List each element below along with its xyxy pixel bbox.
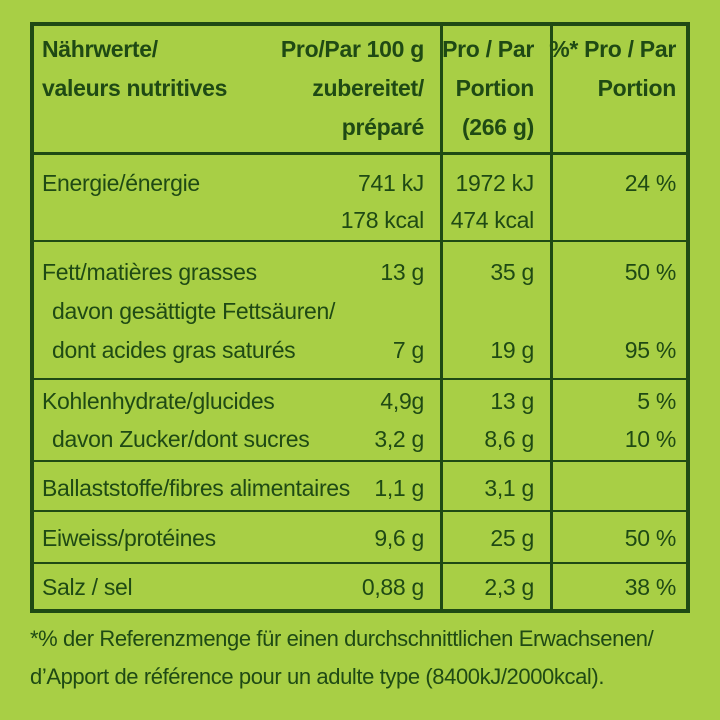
energy-portion-kcal: 474 kcal (450, 207, 535, 233)
energy-pct: 24 % (624, 170, 677, 196)
header-pct-portion: %* Pro / Par (549, 36, 676, 62)
fibre-label: Ballaststoffe/fibres alimentaires (42, 475, 350, 501)
sugar-label: davon Zucker/dont sucres (52, 426, 310, 452)
footnote-line-fr: d’Apport de référence pour un adulte typ… (30, 664, 605, 689)
footnote-line-de: *% der Referenzmenge für einen durchschn… (30, 626, 654, 651)
row-divider (34, 460, 686, 462)
header-nutrients-fr: valeurs nutritives (42, 75, 228, 101)
reference-footnote: *% der Referenzmenge für einen durchschn… (30, 620, 700, 696)
salt-per100: 0,88 g (361, 574, 424, 600)
energy-per100-kcal: 178 kcal (340, 207, 425, 233)
energy-label: Energie/énergie (42, 170, 200, 196)
carbs-per100: 4,9g (380, 388, 424, 414)
column-divider (550, 26, 553, 609)
fat-per100: 13 g (380, 259, 424, 285)
sugar-portion: 8,6 g (484, 426, 534, 452)
protein-label: Eiweiss/protéines (42, 525, 216, 551)
fat-portion: 35 g (490, 259, 534, 285)
carbs-pct: 5 % (637, 388, 676, 414)
header-per100: Pro/Par 100 g (280, 36, 424, 62)
row-divider (34, 240, 686, 242)
satfat-portion: 19 g (490, 337, 534, 363)
carbs-label: Kohlenhydrate/glucides (42, 388, 275, 414)
sugar-pct: 10 % (624, 426, 677, 452)
protein-per100: 9,6 g (374, 525, 424, 551)
salt-portion: 2,3 g (484, 574, 534, 600)
satfat-label-fr: dont acides gras saturés (52, 337, 296, 363)
header-nutrients-de: Nährwerte/ (42, 36, 158, 62)
protein-pct: 50 % (624, 525, 677, 551)
carbs-portion: 13 g (490, 388, 534, 414)
fat-label: Fett/matières grasses (42, 259, 257, 285)
row-divider (34, 562, 686, 564)
fibre-per100: 1,1 g (374, 475, 424, 501)
fat-pct: 50 % (624, 259, 677, 285)
fibre-portion: 3,1 g (484, 475, 534, 501)
salt-pct: 38 % (624, 574, 677, 600)
header-portion-size: (266 g) (461, 114, 534, 140)
row-divider (34, 510, 686, 512)
energy-per100-kj: 741 kJ (358, 170, 424, 196)
sugar-per100: 3,2 g (374, 426, 424, 452)
salt-label: Salz / sel (42, 574, 133, 600)
header-per-portion: Pro / Par (442, 36, 534, 62)
protein-portion: 25 g (490, 525, 534, 551)
satfat-label-de: davon gesättigte Fettsäuren/ (52, 298, 336, 324)
column-divider (440, 26, 443, 609)
header-portion: Portion (455, 75, 535, 101)
nutrition-table: Nährwerte/ valeurs nutritives Pro/Par 10… (30, 22, 690, 613)
header-prepared-de: zubereitet/ (312, 75, 424, 101)
satfat-pct: 95 % (624, 337, 677, 363)
header-pct-portion-2: Portion (597, 75, 677, 101)
row-divider (34, 378, 686, 380)
header-prepared-fr: préparé (341, 114, 425, 140)
satfat-per100: 7 g (392, 337, 424, 363)
row-divider (34, 152, 686, 155)
energy-portion-kj: 1972 kJ (455, 170, 535, 196)
